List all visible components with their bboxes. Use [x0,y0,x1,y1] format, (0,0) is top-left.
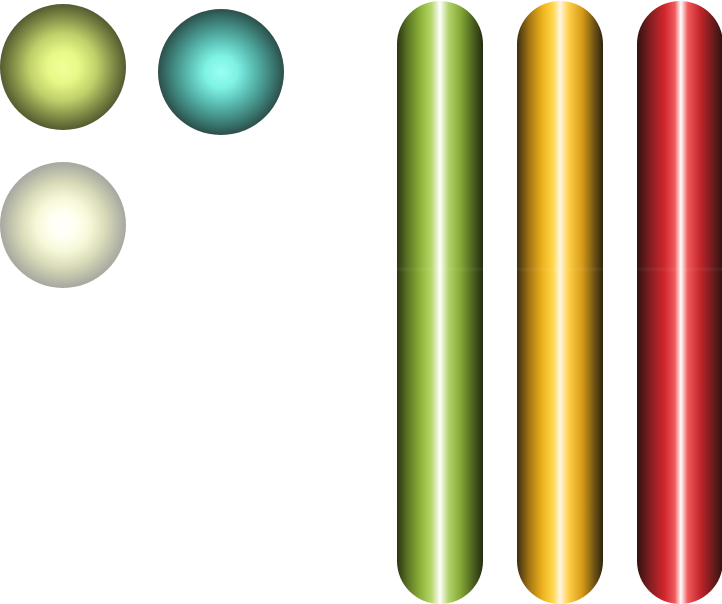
orange-glossy-bar-icon [517,1,603,604]
glowing-yellow-orb-icon [0,4,126,130]
glowing-cyan-orb-icon [158,9,284,135]
glowing-white-orb-icon [0,162,126,288]
green-glossy-bar-icon [397,1,483,604]
red-glossy-bar-icon [637,1,722,604]
